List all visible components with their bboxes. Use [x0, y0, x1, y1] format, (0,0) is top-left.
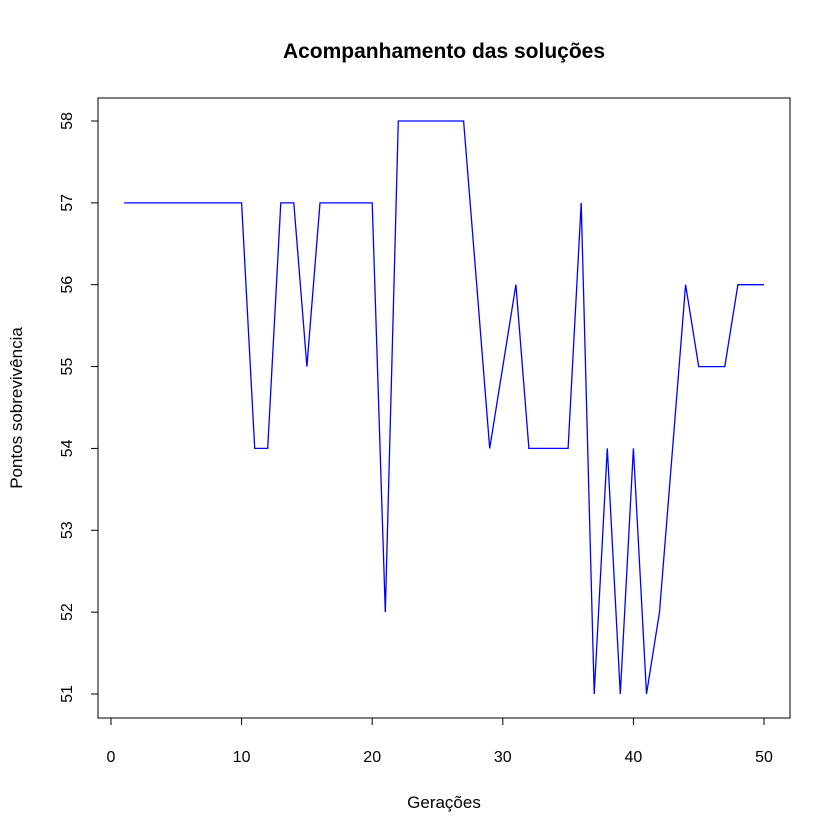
x-tick-label: 30 [494, 749, 512, 766]
y-tick-label: 52 [59, 603, 76, 621]
chart-title: Acompanhamento das soluções [283, 40, 605, 63]
x-tick-label: 10 [233, 749, 251, 766]
x-tick-label: 20 [363, 749, 381, 766]
y-tick-label: 57 [59, 194, 76, 212]
series-line [124, 120, 764, 695]
plot-area [97, 97, 791, 719]
y-axis: 51 52 53 54 55 56 57 58 [59, 112, 99, 703]
y-tick-label: 58 [59, 112, 76, 130]
x-axis-label: Gerações [407, 793, 481, 812]
x-tick-label: 50 [755, 749, 773, 766]
y-tick-label: 53 [59, 521, 76, 539]
y-tick-label: 55 [59, 358, 76, 376]
y-axis-label: Pontos sobrevivência [7, 327, 26, 489]
y-tick-label: 56 [59, 276, 76, 294]
y-tick-label: 51 [59, 685, 76, 703]
x-tick-label: 40 [625, 749, 643, 766]
x-tick-label: 0 [107, 749, 116, 766]
x-axis: 0 10 20 30 40 50 [107, 717, 773, 766]
y-tick-label: 54 [59, 439, 76, 457]
